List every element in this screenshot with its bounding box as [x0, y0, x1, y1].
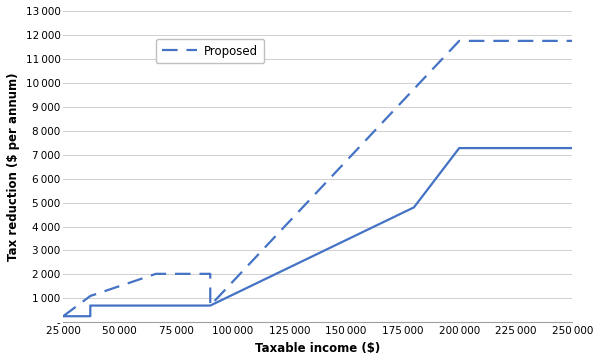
Proposed [87, 294, 94, 298]
Proposed [206, 303, 214, 308]
X-axis label: Taxable income ($): Taxable income ($) [255, 342, 380, 355]
Proposed [59, 314, 67, 319]
Proposed [569, 39, 576, 43]
Line: Proposed: Proposed [63, 41, 572, 316]
Proposed [455, 39, 463, 43]
Proposed [455, 39, 463, 43]
Y-axis label: Tax reduction ($ per annum): Tax reduction ($ per annum) [7, 72, 20, 261]
Proposed [206, 272, 214, 276]
Legend: Proposed: Proposed [155, 39, 264, 63]
Proposed [152, 272, 160, 276]
